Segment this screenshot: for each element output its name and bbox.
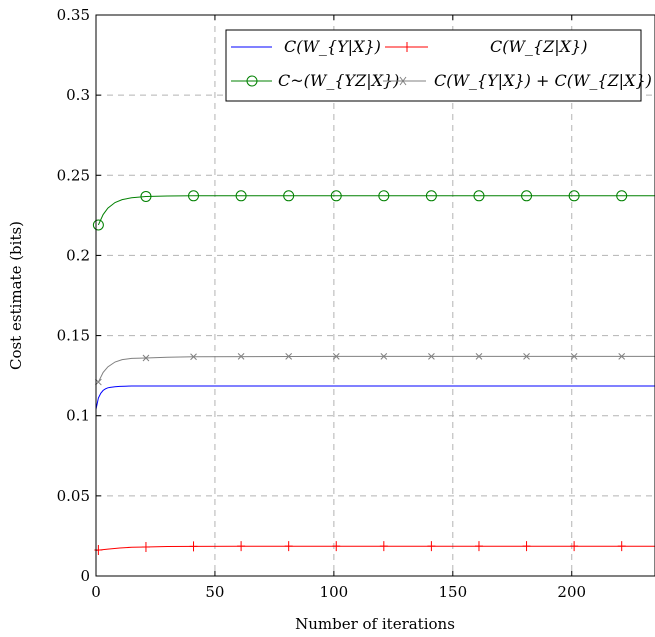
series-4-point <box>380 353 388 360</box>
series-2-point <box>332 541 341 552</box>
x-tick-label: 0 <box>91 583 101 601</box>
series-1-line <box>95 385 655 410</box>
ticks: 0 50 100 150 200 0 0.05 0.1 0.15 0.2 0.25 0.3 0.35 <box>57 6 586 601</box>
x-tick-label: 50 <box>205 583 224 601</box>
y-tick-label: 0 <box>80 567 90 585</box>
legend-marker-series-3 <box>246 75 258 87</box>
x-tick-label: 150 <box>438 583 467 601</box>
series-4-point <box>332 353 340 360</box>
y-tick-label: 0.05 <box>57 487 90 505</box>
legend: C(W_{Y|X}) C(W_{Z|X}) C~(W_{YZ|X}) C(W_{… <box>225 29 652 102</box>
plot-frame <box>95 14 655 577</box>
legend-label-series-2: C(W_{Z|X}) <box>490 37 587 56</box>
series-4-point <box>237 353 245 360</box>
y-tick-label: 0.3 <box>66 86 90 104</box>
x-tick-label: 100 <box>320 583 349 601</box>
series-2-point <box>379 541 388 552</box>
series-3-point <box>92 219 104 231</box>
y-tick-label: 0.1 <box>66 407 90 425</box>
series-3-line <box>97 195 655 226</box>
series-3-point <box>521 190 533 202</box>
series-3-point <box>140 190 152 202</box>
series-3-point <box>188 190 200 202</box>
y-tick-label: 0.25 <box>57 166 90 184</box>
series-4-point <box>570 353 578 360</box>
series-4-point <box>618 353 626 360</box>
series-3-point <box>330 190 342 202</box>
series-2-point <box>427 541 436 552</box>
legend-marker-series-2 <box>402 42 412 52</box>
series-4-point <box>475 353 483 360</box>
legend-marker-series-4 <box>399 76 407 86</box>
series-3-point <box>235 190 247 202</box>
series-4-point <box>523 353 530 360</box>
y-tick-label: 0.2 <box>66 246 90 264</box>
series-2-point <box>189 541 198 552</box>
series-3-point <box>425 190 437 202</box>
legend-label-series-1: C(W_{Y|X}) <box>284 37 381 56</box>
series-2-point <box>141 541 150 552</box>
series-2-line <box>95 545 655 551</box>
series-4-point <box>190 353 197 361</box>
series-4-point <box>428 353 435 360</box>
series-2-point <box>617 541 626 552</box>
series-3-point <box>378 190 390 202</box>
y-axis-label: Cost estimate (bits) <box>7 221 25 370</box>
y-tick-label: 0.15 <box>57 327 90 345</box>
series-2-point <box>237 541 246 552</box>
series-2-point <box>284 541 293 552</box>
series-3-point <box>283 190 295 202</box>
series-layer <box>92 190 655 556</box>
legend-box <box>225 29 642 102</box>
legend-label-series-4: C(W_{Y|X}) + C(W_{Z|X}) <box>434 71 652 90</box>
series-2-point <box>570 541 579 552</box>
x-axis-label: Number of iterations <box>295 615 455 633</box>
legend-label-series-3: C~(W_{YZ|X}) <box>278 71 399 90</box>
series-3-point <box>616 190 628 202</box>
series-2-point <box>522 541 531 552</box>
series-3-point <box>568 190 580 202</box>
y-tick-label: 0.35 <box>57 6 90 24</box>
series-4-point <box>285 353 293 360</box>
series-3-point <box>473 190 485 202</box>
series-4-point <box>142 354 150 362</box>
series-2-point <box>474 541 483 552</box>
x-tick-label: 200 <box>557 583 586 601</box>
